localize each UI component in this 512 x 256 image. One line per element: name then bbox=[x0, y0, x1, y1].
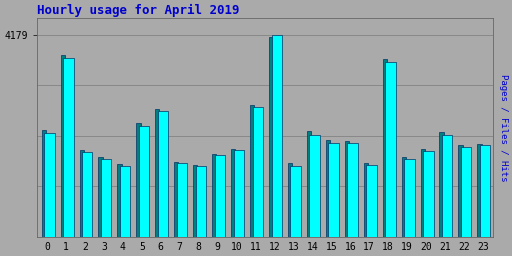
Bar bbox=[439, 132, 443, 237]
Bar bbox=[63, 58, 74, 237]
Bar bbox=[155, 109, 159, 237]
Bar bbox=[101, 158, 112, 237]
Bar bbox=[212, 154, 216, 237]
Bar bbox=[177, 163, 187, 237]
Bar bbox=[60, 55, 65, 237]
Bar bbox=[98, 157, 102, 237]
Bar bbox=[366, 165, 377, 237]
Bar bbox=[328, 143, 339, 237]
Bar bbox=[385, 62, 396, 237]
Bar bbox=[158, 111, 168, 237]
Bar bbox=[215, 155, 225, 237]
Bar bbox=[290, 166, 301, 237]
Bar bbox=[79, 150, 83, 237]
Bar bbox=[139, 126, 150, 237]
Bar bbox=[307, 131, 311, 237]
Bar bbox=[252, 107, 263, 237]
Bar bbox=[326, 140, 330, 237]
Bar bbox=[82, 152, 93, 237]
Bar bbox=[309, 135, 320, 237]
Bar bbox=[480, 145, 490, 237]
Bar bbox=[477, 144, 481, 237]
Bar bbox=[136, 123, 140, 237]
Bar bbox=[117, 164, 121, 237]
Bar bbox=[458, 145, 462, 237]
Bar bbox=[364, 163, 368, 237]
Text: Hourly usage for April 2019: Hourly usage for April 2019 bbox=[37, 4, 239, 17]
Bar bbox=[382, 59, 387, 237]
Bar bbox=[420, 149, 424, 237]
Bar bbox=[461, 147, 472, 237]
Bar bbox=[271, 35, 282, 237]
Bar bbox=[250, 105, 254, 237]
Bar bbox=[288, 163, 292, 237]
Bar bbox=[41, 131, 46, 237]
Bar bbox=[423, 151, 434, 237]
Y-axis label: Pages / Files / Hits: Pages / Files / Hits bbox=[499, 74, 508, 182]
Bar bbox=[347, 143, 358, 237]
Bar bbox=[404, 159, 415, 237]
Bar bbox=[401, 157, 406, 237]
Bar bbox=[442, 135, 453, 237]
Bar bbox=[269, 37, 273, 237]
Bar bbox=[231, 149, 235, 237]
Bar bbox=[196, 166, 206, 237]
Bar bbox=[345, 141, 349, 237]
Bar bbox=[44, 133, 55, 237]
Bar bbox=[193, 165, 197, 237]
Bar bbox=[120, 166, 131, 237]
Bar bbox=[174, 162, 178, 237]
Bar bbox=[233, 150, 244, 237]
